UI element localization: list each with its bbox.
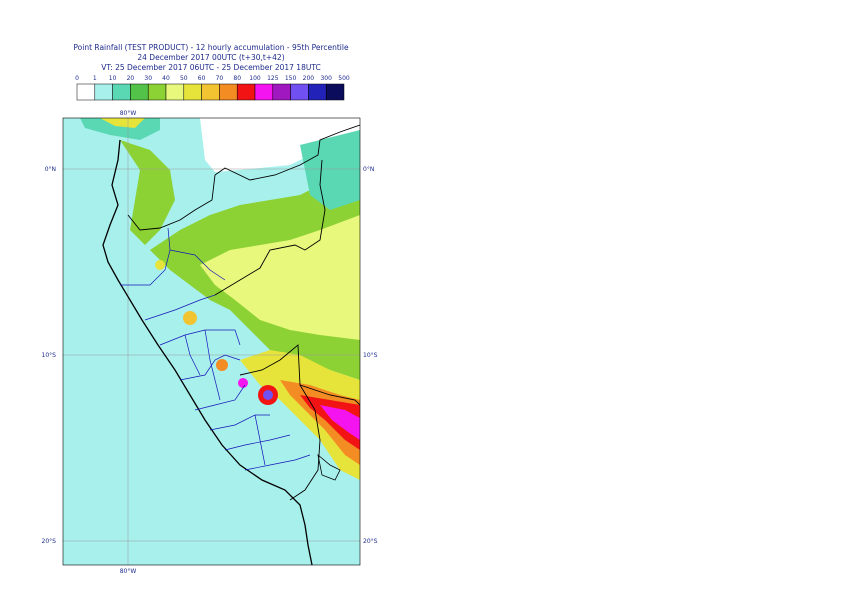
rain-core-2 <box>238 378 248 388</box>
run-time-label: 24 December 2017 00UTC (t+30,t+42) <box>137 53 285 62</box>
coastline <box>102 139 313 565</box>
legend-threshold-label: 125 <box>267 75 279 82</box>
legend-swatch <box>183 83 202 101</box>
legend-swatch <box>219 83 238 101</box>
legend-threshold-label: 0 <box>75 75 79 82</box>
legend-swatch <box>130 83 149 101</box>
rain-band-top <box>80 118 160 140</box>
rain-band-andes-north <box>120 140 175 245</box>
rain-band-heavy <box>280 380 360 465</box>
legend-swatch <box>112 83 131 101</box>
lat-label-right-0: 0°N <box>363 166 374 173</box>
legend-swatch <box>254 83 274 101</box>
legend-threshold-label: 50 <box>180 75 188 82</box>
lake-titicaca <box>317 453 341 481</box>
rain-band-east <box>300 130 360 210</box>
legend-swatch <box>272 83 291 101</box>
legend-threshold-label: 1 <box>93 75 97 82</box>
rain-band-very-heavy <box>300 395 360 450</box>
color-legend: 0 1 10 20 30 40 50 60 70 80 100 125 150 200 300 500 <box>75 75 350 101</box>
lat-label-right-2: 20°S <box>363 538 378 545</box>
coastal-strip <box>130 240 340 565</box>
legend-swatch <box>236 83 256 101</box>
rain-band-southeast <box>240 350 360 480</box>
legend-threshold-label: 80 <box>233 75 241 82</box>
lat-label-left-2: 20°S <box>42 538 57 545</box>
lat-label-left-1: 10°S <box>42 352 57 359</box>
legend-threshold-label: 30 <box>144 75 152 82</box>
border-east <box>214 159 326 296</box>
legend-threshold-label: 300 <box>320 75 332 82</box>
chart-title: Point Rainfall (TEST PRODUCT) - 12 hourl… <box>73 43 349 52</box>
rain-band-extreme <box>320 405 360 440</box>
legend-threshold-label: 70 <box>216 75 224 82</box>
border-north <box>127 124 360 231</box>
validity-time-label: VT: 25 December 2017 06UTC - 25 December… <box>101 63 321 72</box>
legend-swatch <box>94 83 113 101</box>
border-bolivia <box>299 384 360 406</box>
rain-band-central <box>200 215 360 340</box>
legend-threshold-label: 10 <box>109 75 117 82</box>
lat-label-left-0: 0°N <box>45 166 56 173</box>
legend-swatch <box>325 83 345 101</box>
legend-threshold-label: 150 <box>285 75 297 82</box>
map-area <box>63 118 360 565</box>
rain-core-3 <box>216 359 228 371</box>
legend-swatch <box>308 83 327 101</box>
legend-swatch <box>76 83 96 101</box>
lat-label-right-1: 10°S <box>363 352 378 359</box>
legend-swatch <box>165 83 185 101</box>
lon-label-bottom: 80°W <box>120 568 137 575</box>
legend-swatch <box>201 83 220 101</box>
legend-threshold-label: 200 <box>303 75 315 82</box>
rain-core-1-center <box>263 390 273 400</box>
rain-core-5 <box>155 260 165 270</box>
rain-core-top <box>100 118 145 128</box>
border-southeast <box>239 344 321 501</box>
legend-swatch <box>290 83 309 101</box>
map-frame <box>62 117 361 566</box>
legend-threshold-label: 500 <box>338 75 350 82</box>
dry-area-north <box>200 118 360 172</box>
rain-core-4 <box>183 311 197 325</box>
legend-threshold-label: 20 <box>127 75 135 82</box>
legend-threshold-label: 60 <box>198 75 206 82</box>
lon-label-top: 80°W <box>120 110 137 117</box>
legend-swatch <box>147 83 167 101</box>
legend-threshold-label: 100 <box>249 75 261 82</box>
regional-boundaries <box>120 227 311 471</box>
legend-threshold-label: 40 <box>162 75 170 82</box>
